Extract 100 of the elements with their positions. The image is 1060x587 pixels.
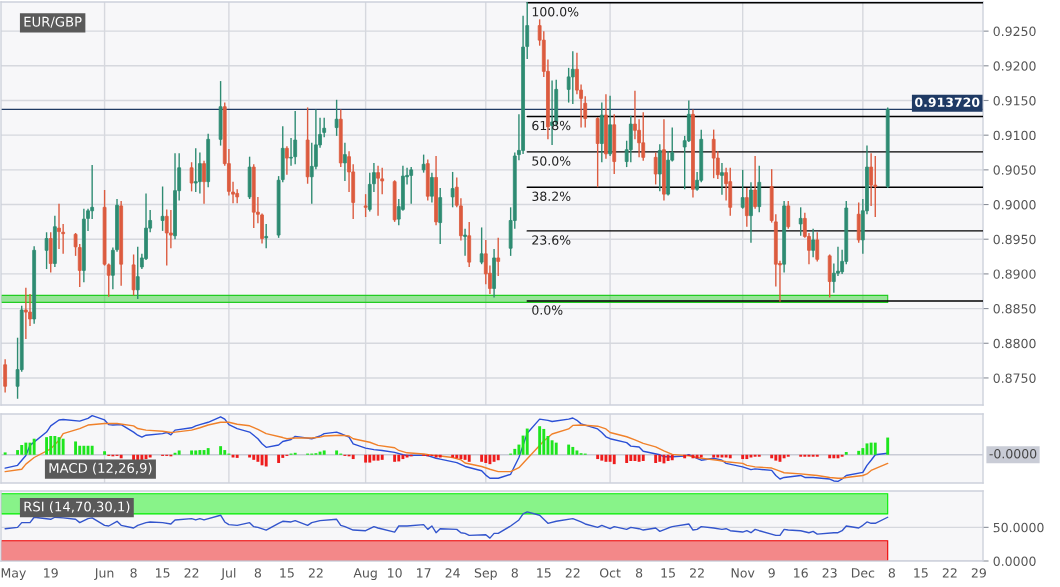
- bar: [886, 437, 890, 455]
- x-tick-label: 15: [156, 568, 170, 578]
- series-label: 23.6%: [532, 235, 571, 245]
- bar: [670, 454, 674, 461]
- candlestick: [641, 112, 646, 161]
- y-tick-label: 0.9200: [993, 61, 1036, 71]
- candlestick: [430, 172, 434, 203]
- bar: [525, 428, 529, 455]
- candlestick: [334, 99, 339, 136]
- x-tick-label: Oct: [599, 568, 621, 578]
- bar: [625, 454, 629, 463]
- bar: [873, 442, 877, 455]
- bar: [194, 450, 198, 455]
- bar: [488, 454, 492, 465]
- candlestick: [815, 232, 820, 262]
- bar: [782, 454, 786, 459]
- candlestick: [285, 146, 289, 175]
- x-tick-label: Aug: [353, 568, 377, 581]
- text: EUR/GBP: [24, 16, 82, 28]
- bar: [252, 454, 256, 460]
- x-tick-label: 15: [661, 568, 675, 578]
- bar: [770, 454, 774, 459]
- x-tick-label: 22: [565, 568, 580, 578]
- bar: [235, 454, 239, 458]
- y-tick-label: 0.9100: [993, 130, 1036, 141]
- series-label: 50.0%: [532, 156, 571, 166]
- candlestick: [164, 209, 169, 266]
- x-tick-label: Jun: [94, 568, 114, 580]
- candlestick: [376, 165, 380, 216]
- candlestick: [169, 210, 173, 249]
- bar: [513, 448, 517, 455]
- bar: [401, 454, 405, 460]
- bar: [741, 454, 745, 460]
- candlestick: [463, 228, 467, 256]
- bar: [571, 446, 575, 455]
- bar: [219, 446, 223, 455]
- bar: [542, 428, 546, 455]
- candlestick: [570, 51, 575, 104]
- x-tick-label: 23: [822, 568, 837, 578]
- bar: [372, 454, 376, 461]
- candlestick: [798, 207, 803, 236]
- y-tick-label: 0.9250: [993, 26, 1036, 37]
- y-tick-label: 0.9000: [993, 200, 1036, 210]
- candlestick: [740, 169, 745, 209]
- bar: [774, 454, 778, 461]
- candlestick: [363, 194, 368, 218]
- bar: [575, 450, 579, 455]
- text: MACD (12,26,9): [49, 462, 152, 475]
- bar: [364, 454, 368, 463]
- bar: [637, 454, 641, 462]
- y-tick-label: 0.9150: [993, 95, 1036, 106]
- candlestick: [198, 152, 202, 194]
- series-label: 0.0%: [532, 305, 563, 315]
- candlestick: [160, 186, 165, 231]
- candlestick: [3, 359, 8, 393]
- x-tick-label: 17: [417, 568, 431, 578]
- series-label: 100.0%: [532, 7, 579, 17]
- y-tick-label: 0.8900: [993, 269, 1036, 279]
- bar: [335, 450, 339, 455]
- bar: [612, 454, 616, 465]
- bar: [480, 454, 484, 462]
- bar: [517, 444, 521, 455]
- x-tick-label: 24: [445, 568, 460, 578]
- candlestick: [409, 167, 414, 204]
- candlestick: [869, 153, 873, 206]
- candlestick: [44, 232, 49, 270]
- bar: [492, 454, 496, 462]
- x-tick-label: 16: [794, 568, 808, 578]
- x-tick-label: 29: [971, 568, 986, 578]
- x-tick-label: 22: [942, 568, 957, 578]
- candlestick: [873, 155, 878, 218]
- bar: [728, 454, 732, 459]
- candlestick: [811, 228, 815, 258]
- bar: [828, 454, 832, 459]
- bar: [463, 454, 467, 460]
- bar: [103, 451, 107, 455]
- bar: [745, 454, 749, 460]
- bar: [538, 426, 542, 455]
- x-tick-label: Dec: [851, 568, 875, 578]
- x-tick-label: Sep: [474, 568, 497, 581]
- bar: [600, 454, 604, 461]
- x-tick-label: 22: [690, 568, 704, 578]
- bar: [654, 454, 658, 463]
- bar: [190, 450, 194, 455]
- bar: [608, 454, 612, 462]
- candlestick: [753, 155, 757, 209]
- x-tick-label: 22: [184, 568, 199, 578]
- bar: [832, 454, 836, 459]
- bar: [74, 441, 78, 455]
- bar: [397, 454, 401, 462]
- bar: [223, 450, 227, 455]
- bar: [567, 444, 571, 455]
- x-tick-label: 10: [388, 568, 402, 578]
- bar: [198, 450, 202, 455]
- bar: [861, 448, 865, 455]
- candlestick: [264, 223, 269, 249]
- candlestick: [496, 237, 501, 276]
- x-tick-label: 15: [537, 568, 551, 578]
- bar: [496, 454, 500, 461]
- y-tick-label: 0.8800: [993, 338, 1036, 349]
